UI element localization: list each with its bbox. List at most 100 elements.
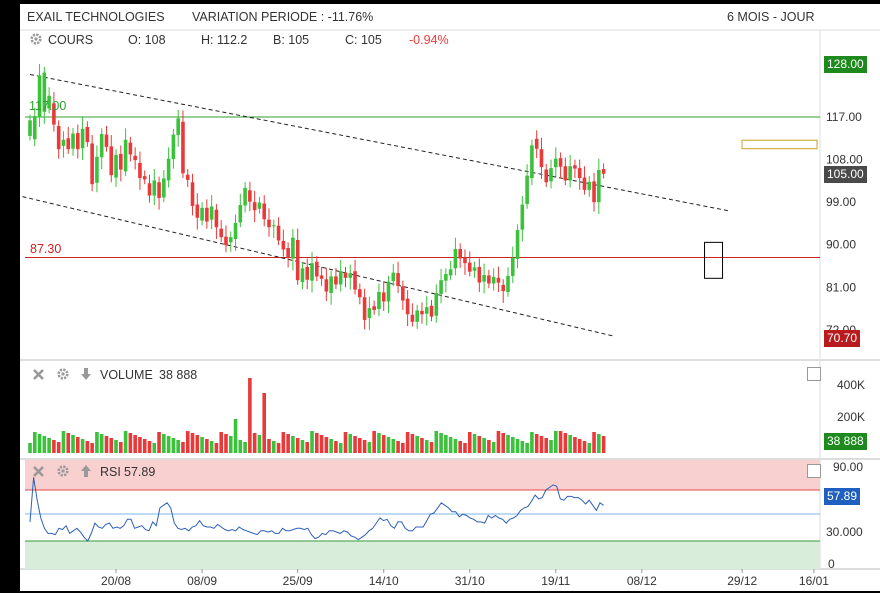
candle — [338, 271, 343, 285]
candle — [42, 72, 47, 112]
candle — [205, 207, 209, 222]
candle — [128, 142, 133, 155]
rsi-checkbox[interactable] — [807, 464, 821, 478]
volume-bar — [142, 439, 147, 453]
candle — [534, 138, 539, 149]
candle — [334, 276, 338, 285]
gear-icon[interactable] — [56, 464, 70, 483]
price-tick-label: 99.00 — [826, 195, 856, 209]
x-tick-label: 16/01 — [799, 574, 829, 588]
volume-bar — [310, 431, 314, 453]
candle — [487, 275, 491, 284]
volume-bar — [453, 439, 458, 453]
rsi-overbought-band — [25, 460, 820, 490]
volume-bar — [76, 437, 80, 453]
open-value: O: 108 — [128, 33, 166, 47]
rsi-label: RSI — [100, 465, 121, 479]
candle — [458, 248, 462, 259]
candle — [95, 156, 99, 183]
volume-bar — [128, 433, 133, 453]
candle — [367, 308, 372, 319]
price-tick-label: 81.00 — [826, 280, 856, 294]
volume-bar — [601, 436, 606, 453]
candle — [56, 126, 61, 150]
price-tick-label: 108.00 — [826, 153, 863, 167]
candle — [52, 103, 56, 125]
candle — [401, 286, 405, 301]
candle — [300, 268, 305, 283]
volume-bar — [444, 435, 448, 453]
candle — [181, 121, 185, 174]
volume-bar — [467, 432, 472, 453]
candle — [582, 177, 587, 190]
volume-bar — [463, 443, 467, 453]
candle — [109, 146, 114, 176]
volume-bar — [233, 419, 238, 453]
volume-bar — [381, 435, 386, 453]
candle — [61, 139, 66, 146]
volume-bar — [410, 434, 415, 453]
volume-bar — [405, 432, 410, 453]
candle — [142, 176, 147, 180]
volume-bar — [181, 442, 185, 453]
candle — [248, 190, 252, 202]
candle — [80, 128, 85, 149]
close-icon[interactable] — [32, 465, 45, 483]
volume-bar — [109, 438, 114, 453]
volume-bar — [501, 433, 506, 453]
gear-icon[interactable] — [56, 367, 70, 386]
candle — [587, 181, 592, 190]
candle — [28, 120, 32, 136]
volume-bar — [549, 440, 553, 453]
candle — [410, 314, 415, 322]
candle — [138, 162, 142, 179]
candle — [133, 155, 137, 161]
gear-icon[interactable] — [29, 32, 43, 51]
candle — [467, 262, 472, 272]
arrow-up-icon[interactable] — [80, 464, 92, 483]
candle — [195, 204, 200, 218]
period-selector[interactable]: 6 MOIS - JOUR — [727, 10, 815, 24]
candle — [372, 306, 376, 310]
candle — [233, 222, 238, 240]
volume-bar — [133, 435, 137, 453]
rsi-oversold-band — [25, 541, 820, 569]
volume-checkbox[interactable] — [807, 367, 821, 381]
price-badge-high: 128.00 — [824, 56, 867, 73]
candle — [577, 168, 582, 179]
candle — [114, 154, 118, 178]
change-value: -0.94% — [409, 33, 449, 47]
arrow-down-icon[interactable] — [80, 367, 92, 386]
candle — [37, 75, 42, 118]
volume-bar — [372, 431, 376, 453]
volume-bar — [386, 437, 391, 453]
volume-bar — [295, 438, 300, 453]
candle — [353, 271, 357, 290]
volume-bar — [214, 443, 219, 453]
volume-bar — [166, 436, 171, 453]
volume-bar — [262, 393, 267, 453]
volume-bar — [200, 437, 204, 453]
candle — [434, 292, 439, 316]
rsi-badge: 57.89 — [824, 488, 861, 505]
volume-bar — [248, 378, 252, 453]
candle — [319, 275, 324, 279]
volume-bar — [367, 442, 372, 453]
candle — [228, 237, 233, 243]
volume-bar — [391, 439, 396, 453]
price-label: COURS — [48, 33, 94, 47]
candle — [200, 207, 204, 221]
volume-bar — [448, 437, 453, 453]
candle — [348, 273, 353, 278]
candle — [439, 280, 443, 294]
candle — [209, 206, 214, 220]
candle — [558, 158, 563, 167]
trend-channel-line — [20, 195, 614, 337]
candle — [32, 116, 37, 140]
candle — [214, 209, 219, 228]
candle — [453, 248, 458, 269]
volume-bar — [554, 431, 558, 453]
close-icon[interactable] — [32, 368, 45, 386]
candle — [104, 134, 109, 147]
volume-bar — [190, 433, 195, 453]
